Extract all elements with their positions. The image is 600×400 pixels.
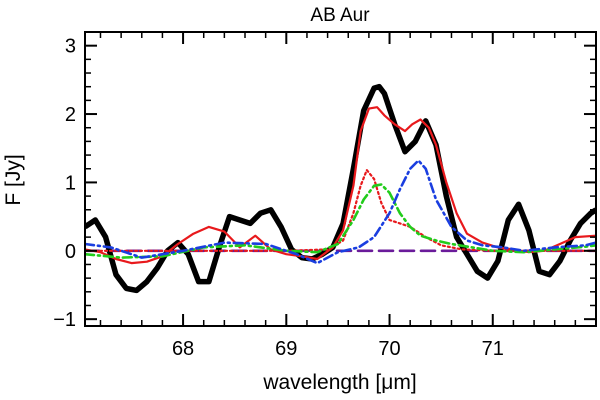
series-line-component-3 — [85, 159, 596, 265]
y-tick-label: 1 — [65, 172, 76, 194]
series-line-component-1 — [85, 169, 596, 252]
series-line-total-model — [85, 106, 596, 265]
y-tick-label: −1 — [53, 309, 76, 331]
y-tick-label: 3 — [65, 36, 76, 58]
series-layer — [85, 83, 596, 294]
y-tick-label: 2 — [65, 104, 76, 126]
x-tick-label: 70 — [378, 338, 400, 360]
y-tick-label: 0 — [65, 241, 76, 263]
y-axis-label: F [Jy] — [2, 154, 25, 205]
x-axis-label: wavelength [μm] — [262, 371, 416, 394]
series-line-component-2 — [85, 183, 596, 259]
axes-layer: 68 69 70 71 −1 0 1 2 3 — [53, 31, 597, 360]
chart-title: AB Aur — [310, 5, 370, 26]
series-line-observed — [85, 83, 596, 294]
x-tick-label: 68 — [172, 338, 194, 360]
plot-frame — [84, 31, 597, 327]
x-tick-label: 71 — [482, 338, 504, 360]
x-tick-label: 69 — [275, 338, 297, 360]
